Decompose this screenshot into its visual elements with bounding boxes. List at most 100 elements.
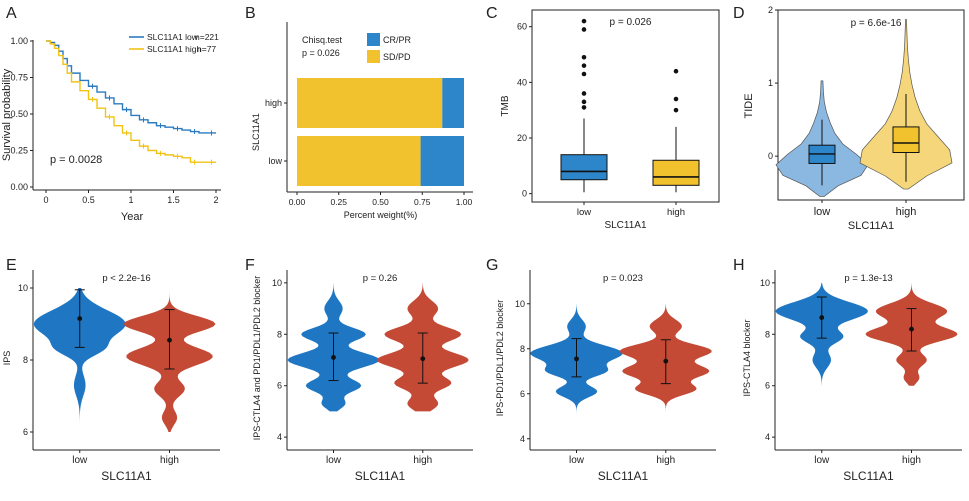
x-tick-label: 0.25: [330, 197, 347, 207]
panel-letter-E: E: [6, 257, 17, 274]
x-tick-label: 0.5: [82, 195, 95, 205]
panel-A: 0 0.5 1 1.5 2 0.00 0.25 0.50 0.75 1.00 Year Surviva…: [1, 32, 221, 223]
x-axis-label: Year: [121, 211, 144, 223]
y-axis-label: TIDE: [743, 93, 755, 118]
x-tick-label: high: [656, 455, 675, 466]
p-value: p = 0.023: [603, 273, 643, 284]
outlier-point: [673, 68, 679, 74]
y-tick-label: 0: [768, 151, 773, 161]
y-axis-label: IPS: [2, 351, 12, 366]
x-tick-label: low: [569, 455, 585, 466]
y-tick-label: 0.50: [10, 109, 28, 119]
x-axis-label: SLC11A1: [598, 469, 649, 483]
outlier-point: [581, 71, 587, 77]
y-axis-label: Survival probability: [1, 68, 13, 161]
panel-C-frame: [531, 9, 720, 203]
y-tick-label: 60: [517, 22, 527, 32]
mean-point: [909, 326, 914, 332]
y-tick-label: 6: [277, 381, 282, 391]
violin-low: [33, 288, 126, 432]
legend-label-high: SLC11A1 high: [147, 44, 201, 54]
x-tick-label: 2: [213, 195, 218, 205]
outlier-point: [673, 107, 679, 113]
y-tick-label: 0.75: [10, 73, 28, 83]
p-value: p = 0.26: [363, 273, 398, 284]
panel-letter-F: F: [245, 257, 255, 274]
legend-n-high: n=77: [197, 44, 216, 54]
x-tick-label: 0: [43, 195, 48, 205]
y-tick-label: 6: [520, 389, 525, 399]
x-tick-label: low: [814, 206, 831, 218]
mean-point: [819, 315, 825, 320]
y-tick-label: 0.00: [10, 182, 28, 192]
legend-label-low: SLC11A1 low: [147, 32, 199, 42]
y-tick-label: 10: [18, 283, 28, 293]
x-tick-label: 0.75: [414, 197, 431, 207]
x-axis-label: SLC11A1: [355, 469, 406, 483]
p-value: p = 0.026: [302, 48, 340, 58]
panel-H: 4 6 8 10 low high SLC11A1 IPS-CTLA4 blocker p = …: [742, 270, 962, 483]
x-tick-label: 1.00: [456, 197, 473, 207]
legend-swatch-sd-pd: [367, 50, 380, 63]
legend-n-low: n=221: [195, 32, 219, 42]
y-tick-label: 4: [765, 432, 770, 442]
mean-point: [574, 356, 579, 362]
y-axis-label: SLC11A1: [251, 113, 261, 151]
outlier-point: [581, 55, 587, 60]
outlier-point: [581, 91, 587, 96]
panel-letter-C: C: [486, 5, 498, 22]
legend-label-sd-pd: SD/PD: [383, 52, 411, 62]
x-tick-label: 0.50: [372, 197, 389, 207]
mean-point: [77, 316, 83, 321]
panel-letter-B: B: [245, 5, 256, 22]
x-tick-label: high: [667, 207, 685, 218]
panel-E: 6 8 10 low high SLC11A1 IPS p < 2.2e-16: [2, 270, 220, 483]
mean-point: [420, 356, 426, 362]
panel-letter-D: D: [733, 5, 745, 22]
outlier-point: [581, 18, 587, 24]
mean-point: [663, 358, 669, 364]
y-tick-label: 10: [515, 299, 525, 309]
x-tick-label: 1: [128, 195, 133, 205]
y-tick-label: 2: [768, 5, 773, 15]
test-name: Chisq.test: [302, 35, 343, 45]
panel-C: 0 20 40 60 low high SLC11A1 TMB p = 0.026: [500, 9, 720, 231]
x-tick-label: low: [814, 455, 830, 466]
box-high: [892, 126, 920, 154]
y-tick-label: 8: [520, 344, 525, 354]
y-category-label: high: [265, 98, 282, 108]
panel-D-frame: [777, 9, 965, 201]
y-tick-label: 4: [520, 434, 525, 444]
x-tick-label: high: [896, 206, 917, 218]
y-tick-label: 4: [277, 432, 282, 442]
y-tick-label: 8: [765, 329, 770, 339]
x-tick-label: high: [413, 455, 432, 466]
x-tick-label: high: [160, 455, 179, 466]
y-tick-label: 40: [517, 77, 527, 87]
mean-point: [167, 337, 172, 343]
panel-letter-H: H: [733, 257, 745, 274]
y-tick-label: 20: [517, 133, 527, 143]
mean-point: [331, 355, 336, 360]
y-tick-label: 6: [765, 381, 770, 391]
y-tick-label: 1.00: [10, 36, 28, 46]
km-line-low: [46, 40, 216, 134]
y-tick-label: 0.25: [10, 146, 28, 156]
panel-letter-G: G: [486, 257, 498, 274]
p-value: p = 1.3e-13: [844, 273, 892, 284]
p-value: p = 0.026: [610, 17, 652, 28]
y-tick-label: 0: [522, 189, 527, 199]
panel-G: 4 6 8 10 low high SLC11A1 IPS-PD1/PDL1/PDL2 blo…: [495, 270, 716, 483]
bar-sd-pd-low: [297, 136, 421, 186]
x-tick-label: 1.5: [167, 195, 180, 205]
y-axis-label: TMB: [500, 95, 511, 116]
y-tick-label: 10: [272, 278, 282, 288]
bar-cr-pr-low: [420, 136, 464, 186]
y-tick-label: 8: [277, 329, 282, 339]
y-category-label: low: [268, 156, 282, 166]
legend-label-cr-pr: CR/PR: [383, 35, 412, 45]
bar-cr-pr-high: [442, 78, 464, 128]
outlier-point: [581, 63, 587, 68]
